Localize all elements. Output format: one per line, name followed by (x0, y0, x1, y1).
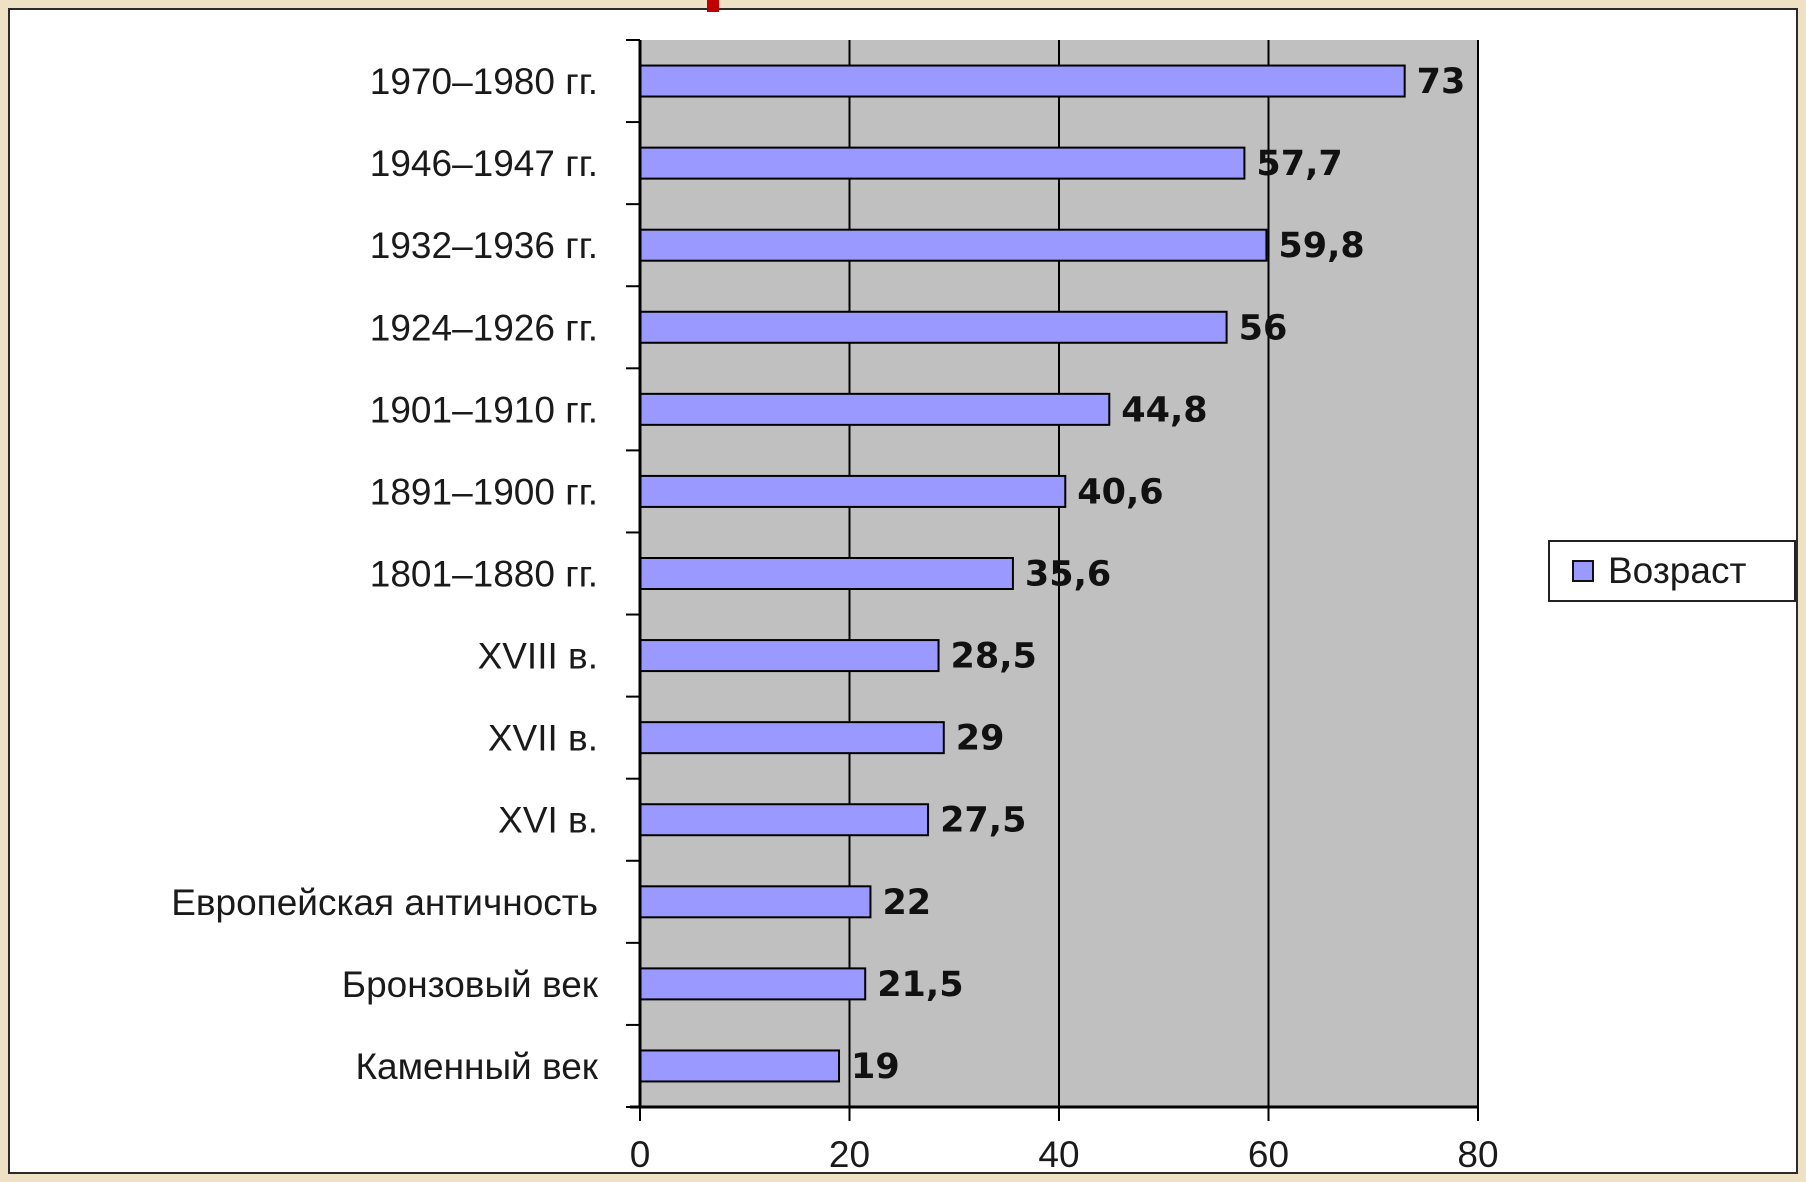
tick-labels: 0 20 40 60 80 (630, 1134, 1499, 1175)
bar-8 (639, 721, 945, 755)
bar-7 (639, 639, 940, 673)
bar-10 (639, 885, 872, 919)
category-label-1: 1946–1947 гг. (370, 143, 598, 184)
category-label-7: XVIII в. (478, 636, 598, 677)
legend-swatch (1572, 560, 1594, 582)
gridlines (848, 40, 1479, 1107)
category-label-11: Бронзовый век (342, 964, 599, 1005)
value-label-4: 44,8 (1121, 390, 1207, 430)
top-accent-mark (707, 0, 719, 12)
legend: Возраст (1548, 540, 1796, 602)
value-label-7: 28,5 (951, 637, 1037, 677)
bar-12 (639, 1049, 841, 1083)
category-label-5: 1891–1900 гг. (370, 471, 598, 512)
axes (626, 39, 1479, 1121)
category-label-9: XVI в. (498, 800, 598, 841)
value-label-10: 22 (882, 883, 931, 923)
bar-11 (639, 967, 867, 1001)
value-label-12: 19 (851, 1047, 900, 1087)
value-label-1: 57,7 (1256, 144, 1342, 184)
category-label-12: Каменный век (355, 1046, 598, 1087)
category-label-10: Европейская античность (171, 882, 598, 923)
value-labels: 73 57,7 59,8 56 44,8 40,6 35,6 28,5 29 27,5 22 21,5… (851, 62, 1465, 1087)
bars (639, 64, 1406, 1083)
category-label-8: XVII в. (488, 718, 598, 759)
bar-1 (639, 146, 1246, 180)
x-tick-label-20: 20 (829, 1134, 870, 1175)
category-label-2: 1932–1936 гг. (370, 225, 598, 266)
category-labels: 1970–1980 гг. 1946–1947 гг. 1932–1936 гг. 1… (171, 61, 599, 1087)
value-label-2: 59,8 (1278, 226, 1364, 266)
value-label-8: 29 (956, 719, 1005, 759)
bar-9 (639, 803, 930, 837)
x-tick-label-0: 0 (630, 1134, 651, 1175)
value-label-3: 56 (1239, 308, 1288, 348)
value-label-6: 35,6 (1025, 555, 1111, 595)
value-label-11: 21,5 (877, 965, 963, 1005)
category-label-4: 1901–1910 гг. (370, 389, 598, 430)
bar-5 (639, 474, 1067, 508)
bar-0 (639, 64, 1406, 98)
x-tick-label-40: 40 (1038, 1134, 1079, 1175)
x-tick-label-60: 60 (1248, 1134, 1289, 1175)
value-label-9: 27,5 (940, 801, 1026, 841)
bar-2 (639, 228, 1268, 262)
bar-4 (639, 392, 1111, 426)
category-label-0: 1970–1980 гг. (370, 61, 598, 102)
legend-label: Возраст (1608, 550, 1747, 591)
x-tick-label-80: 80 (1457, 1134, 1498, 1175)
bar-3 (639, 310, 1228, 344)
value-label-0: 73 (1417, 62, 1466, 102)
category-label-6: 1801–1880 гг. (370, 554, 598, 595)
value-label-5: 40,6 (1077, 472, 1163, 512)
bar-6 (639, 557, 1014, 590)
category-label-3: 1924–1926 гг. (370, 307, 598, 348)
